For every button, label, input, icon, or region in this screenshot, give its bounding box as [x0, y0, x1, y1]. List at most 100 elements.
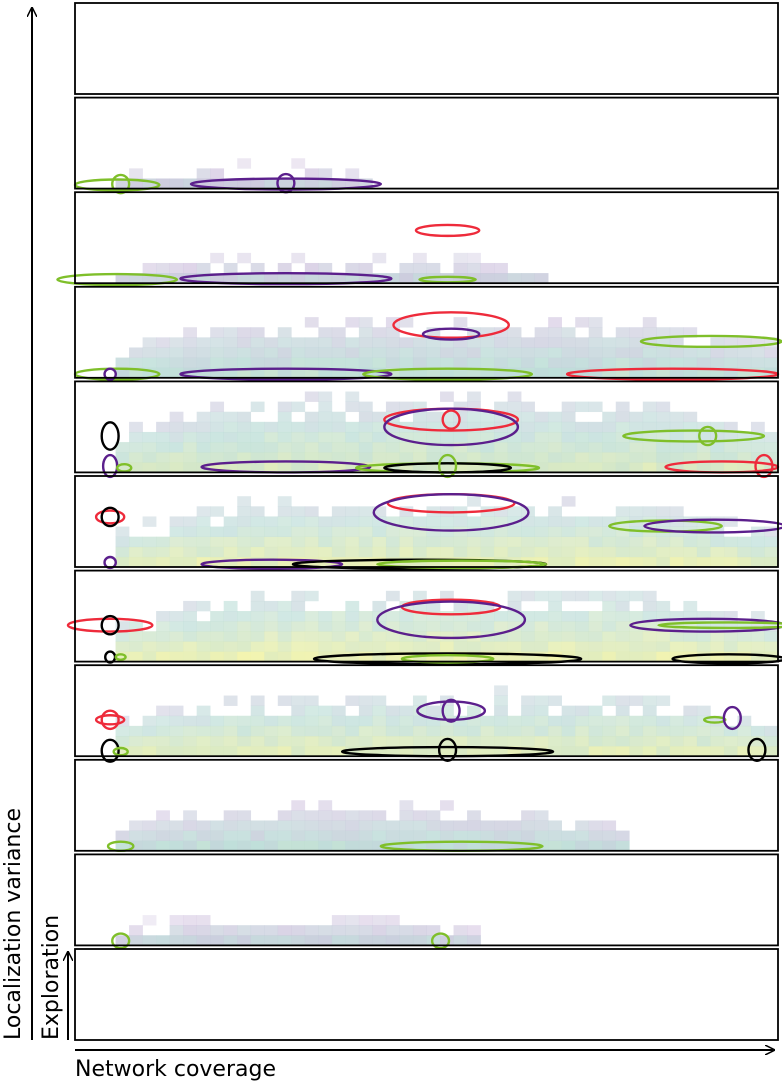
heatmap-cell: [237, 337, 252, 348]
heatmap-cell: [494, 820, 508, 831]
heatmap-cell: [440, 516, 454, 527]
heatmap-cell: [385, 641, 400, 652]
heatmap-cell: [561, 611, 576, 622]
heatmap-cell: [372, 273, 387, 284]
heatmap-cell: [412, 590, 427, 602]
black-ellipse-marker: [100, 614, 120, 636]
heatmap-cell: [399, 830, 414, 841]
heatmap-cell: [183, 725, 197, 737]
heatmap-cell: [507, 631, 522, 642]
heatmap-cell: [372, 252, 387, 264]
heatmap-cell: [385, 715, 400, 727]
heatmap-cell: [183, 651, 197, 662]
heatmap-cell: [115, 830, 130, 841]
heatmap-cell: [345, 168, 360, 179]
heatmap-cell: [723, 611, 738, 622]
heatmap-cell: [440, 347, 454, 358]
heatmap-cell: [480, 367, 495, 379]
heatmap-cell: [183, 327, 197, 338]
heatmap-cell: [548, 431, 562, 443]
heatmap-cell: [440, 651, 454, 662]
heatmap-cell: [764, 452, 779, 463]
heatmap-cell: [683, 367, 698, 379]
heatmap-cell: [723, 516, 738, 527]
panel-frame: [74, 191, 779, 285]
heatmap-cell: [129, 830, 143, 841]
heatmap-cell: [291, 442, 306, 453]
heatmap-cell: [440, 705, 454, 717]
heatmap-cell: [737, 367, 752, 379]
heatmap-cell: [683, 327, 698, 338]
heatmap-cell: [264, 935, 279, 946]
heatmap-cell: [237, 546, 252, 558]
panel-6: [74, 475, 782, 571]
heatmap-cell: [129, 556, 143, 568]
green-ellipse-marker: [362, 367, 534, 381]
heatmap-cell: [291, 347, 306, 358]
heatmap-cell: [548, 715, 562, 727]
heatmap-cell: [115, 273, 130, 284]
heatmap-cell: [548, 641, 562, 652]
heatmap-cell: [669, 431, 684, 443]
heatmap-cell: [575, 367, 590, 379]
heatmap-cell: [412, 935, 427, 946]
heatmap-cell: [656, 421, 671, 433]
heatmap-cell: [494, 367, 508, 379]
heatmap-cell: [629, 746, 644, 757]
heatmap-cell: [534, 590, 549, 602]
heatmap-cell: [277, 746, 292, 757]
heatmap-cell: [467, 262, 481, 274]
green-ellipse-marker: [56, 272, 179, 287]
heatmap-cell: [183, 526, 197, 537]
heatmap-cell: [129, 840, 143, 852]
heatmap-cell: [277, 273, 292, 284]
heatmap-cell: [588, 462, 603, 473]
heatmap-cell: [669, 546, 684, 558]
heatmap-cell: [548, 725, 562, 737]
heatmap-cell: [588, 357, 603, 368]
heatmap-cell: [480, 546, 495, 558]
purple-ellipse-marker: [383, 407, 520, 447]
heatmap-cell: [467, 600, 481, 612]
heatmap-cell: [507, 347, 522, 358]
heatmap-cell: [385, 317, 400, 328]
heatmap-cell: [210, 252, 225, 264]
heatmap-cell: [642, 536, 657, 548]
heatmap-cell: [291, 735, 306, 747]
heatmap-cell: [683, 715, 698, 727]
heatmap-cell: [629, 695, 644, 706]
heatmap-cell: [548, 506, 562, 517]
heatmap-cell: [399, 820, 414, 831]
heatmap-cell: [575, 641, 590, 652]
heatmap-cell: [480, 411, 495, 423]
heatmap-cell: [345, 526, 360, 537]
heatmap-cell: [304, 621, 319, 632]
green-ellipse-marker: [115, 463, 133, 473]
heatmap-cell: [467, 746, 481, 757]
heatmap-cell: [169, 820, 184, 831]
heatmap-cell: [358, 357, 373, 368]
heatmap-cell: [223, 621, 238, 632]
heatmap-cell: [210, 452, 225, 463]
heatmap-cell: [318, 178, 333, 189]
heatmap-cell: [399, 546, 414, 558]
heatmap-cell: [750, 651, 765, 662]
heatmap-cell: [629, 631, 644, 642]
heatmap-cell: [358, 506, 373, 517]
heatmap-cell: [737, 641, 752, 652]
heatmap-cell: [264, 641, 279, 652]
heatmap-cell: [385, 526, 400, 537]
heatmap-cell: [656, 431, 671, 443]
heatmap-cell: [440, 536, 454, 548]
heatmap-cell: [656, 506, 671, 517]
heatmap-cell: [304, 347, 319, 358]
green-ellipse-marker: [111, 173, 131, 195]
heatmap-cell: [723, 556, 738, 568]
heatmap-cell: [142, 915, 157, 926]
heatmap-cell: [534, 452, 549, 463]
heatmap-cell: [440, 746, 454, 757]
heatmap-cell: [169, 337, 184, 348]
heatmap-cell: [250, 516, 265, 527]
heatmap-cell: [291, 715, 306, 727]
heatmap-cell: [494, 546, 508, 558]
